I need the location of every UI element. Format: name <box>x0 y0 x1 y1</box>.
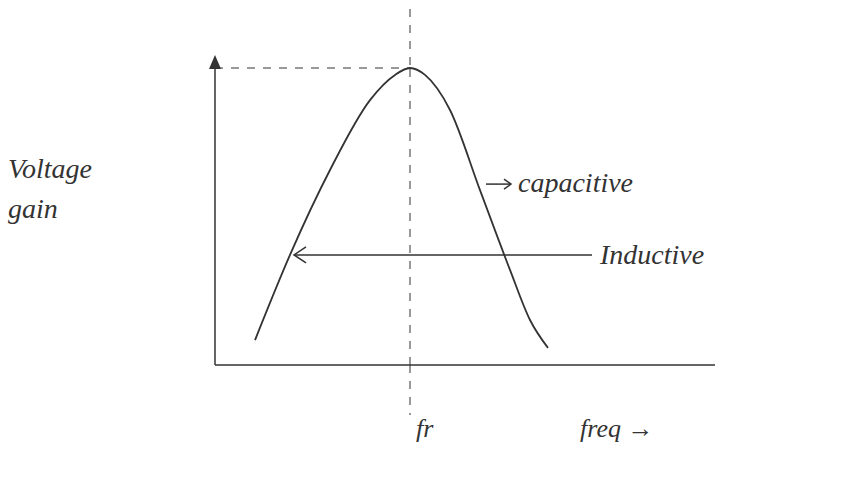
svg-text:freq →: freq → <box>580 414 653 443</box>
svg-text:fr: fr <box>416 414 434 443</box>
svg-text:capacitive: capacitive <box>518 167 633 198</box>
svg-text:gain: gain <box>8 193 58 224</box>
svg-text:Inductive: Inductive <box>599 239 704 270</box>
svg-text:Voltage: Voltage <box>8 153 92 184</box>
